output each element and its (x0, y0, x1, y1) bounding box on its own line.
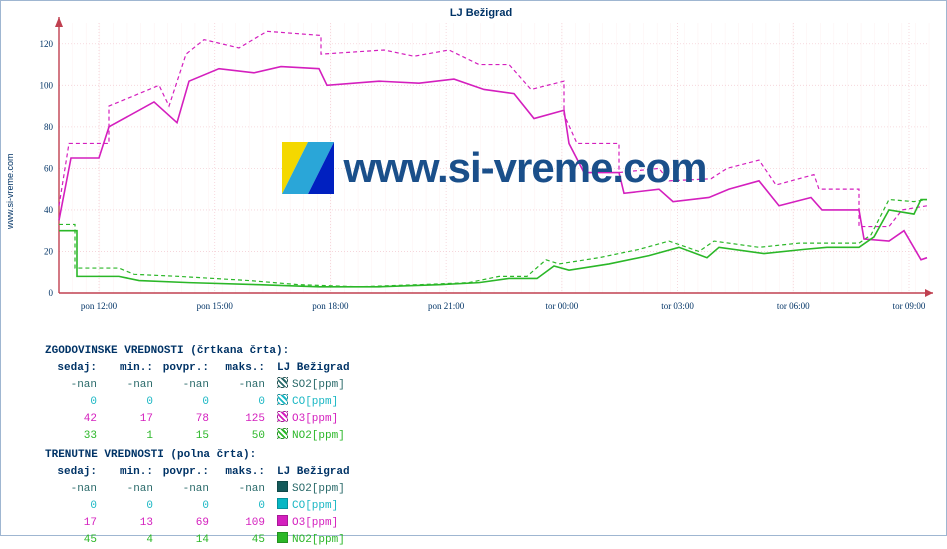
swatch-icon (277, 377, 288, 388)
stat-cell: 0 (213, 498, 269, 515)
chart-area: LJ Bežigrad pon 12:00pon 15:00pon 18:00p… (23, 7, 939, 325)
stat-cell: -nan (101, 481, 157, 498)
svg-text:pon 18:00: pon 18:00 (312, 301, 349, 311)
stat-cell: -nan (213, 377, 269, 394)
stat-cell: 14 (157, 532, 213, 549)
stats-block: ZGODOVINSKE VREDNOSTI (črtkana črta): se… (45, 343, 545, 549)
series-label: SO2[ppm] (269, 481, 354, 498)
curr-columns-row: sedaj: min.: povpr.: maks.: LJ Bežigrad (45, 464, 354, 481)
stat-cell: 17 (101, 411, 157, 428)
series-label: NO2[ppm] (269, 428, 354, 445)
stat-cell: 17 (45, 515, 101, 532)
stat-cell: 0 (213, 394, 269, 411)
swatch-icon (277, 498, 288, 509)
table-row: 0000CO[ppm] (45, 394, 354, 411)
swatch-icon (277, 532, 288, 543)
stat-cell: 45 (213, 532, 269, 549)
col-location: LJ Bežigrad (269, 360, 354, 377)
series-label: SO2[ppm] (269, 377, 354, 394)
curr-table: sedaj: min.: povpr.: maks.: LJ Bežigrad … (45, 464, 354, 549)
stat-cell: 33 (45, 428, 101, 445)
stat-cell: 45 (45, 532, 101, 549)
stat-cell: 78 (157, 411, 213, 428)
stat-cell: 13 (101, 515, 157, 532)
stat-cell: -nan (157, 377, 213, 394)
hist-header: ZGODOVINSKE VREDNOSTI (črtkana črta): (45, 343, 545, 360)
series-label: CO[ppm] (269, 394, 354, 411)
hist-table: sedaj: min.: povpr.: maks.: LJ Bežigrad … (45, 360, 354, 445)
svg-text:0: 0 (49, 288, 54, 298)
stat-cell: -nan (101, 377, 157, 394)
svg-text:100: 100 (40, 80, 54, 90)
chart-title: LJ Bežigrad (23, 7, 939, 23)
swatch-icon (277, 428, 288, 439)
stat-cell: 0 (45, 498, 101, 515)
stat-cell: 42 (45, 411, 101, 428)
svg-text:pon 21:00: pon 21:00 (428, 301, 465, 311)
table-row: 171369109O3[ppm] (45, 515, 354, 532)
stat-cell: 15 (157, 428, 213, 445)
stat-cell: 0 (157, 394, 213, 411)
stat-cell: -nan (45, 377, 101, 394)
table-row: 0000CO[ppm] (45, 498, 354, 515)
stat-cell: 0 (157, 498, 213, 515)
table-row: -nan-nan-nan-nanSO2[ppm] (45, 377, 354, 394)
stat-cell: 4 (101, 532, 157, 549)
stat-cell: -nan (213, 481, 269, 498)
col-min: min.: (101, 464, 157, 481)
series-label: O3[ppm] (269, 411, 354, 428)
table-row: 421778125O3[ppm] (45, 411, 354, 428)
stat-cell: 0 (45, 394, 101, 411)
svg-text:120: 120 (40, 39, 54, 49)
series-label: O3[ppm] (269, 515, 354, 532)
table-row: 4541445NO2[ppm] (45, 532, 354, 549)
line-chart-svg: pon 12:00 pon 15:00 pon 18:00 pon 21:00 tor … (59, 23, 929, 323)
stat-cell: 69 (157, 515, 213, 532)
svg-text:60: 60 (44, 163, 54, 173)
col-povpr: povpr.: (157, 464, 213, 481)
svg-text:80: 80 (44, 122, 54, 132)
stat-cell: 0 (101, 498, 157, 515)
svg-text:tor 09:00: tor 09:00 (893, 301, 926, 311)
col-sedaj: sedaj: (45, 464, 101, 481)
col-location: LJ Bežigrad (269, 464, 354, 481)
col-min: min.: (101, 360, 157, 377)
swatch-icon (277, 411, 288, 422)
svg-text:20: 20 (44, 246, 54, 256)
col-maks: maks.: (213, 360, 269, 377)
stat-cell: 125 (213, 411, 269, 428)
col-maks: maks.: (213, 464, 269, 481)
stat-cell: 1 (101, 428, 157, 445)
svg-text:40: 40 (44, 205, 54, 215)
col-povpr: povpr.: (157, 360, 213, 377)
swatch-icon (277, 394, 288, 405)
table-row: -nan-nan-nan-nanSO2[ppm] (45, 481, 354, 498)
svg-text:pon 15:00: pon 15:00 (197, 301, 234, 311)
stat-cell: -nan (157, 481, 213, 498)
vertical-site-label: www.si-vreme.com (5, 131, 17, 251)
swatch-icon (277, 515, 288, 526)
col-sedaj: sedaj: (45, 360, 101, 377)
svg-text:pon 12:00: pon 12:00 (81, 301, 118, 311)
svg-text:tor 03:00: tor 03:00 (661, 301, 694, 311)
stat-cell: 0 (101, 394, 157, 411)
table-row: 3311550NO2[ppm] (45, 428, 354, 445)
stat-cell: -nan (45, 481, 101, 498)
series-label: NO2[ppm] (269, 532, 354, 549)
svg-text:tor 00:00: tor 00:00 (545, 301, 578, 311)
stat-cell: 50 (213, 428, 269, 445)
series-label: CO[ppm] (269, 498, 354, 515)
curr-header: TRENUTNE VREDNOSTI (polna črta): (45, 447, 545, 464)
swatch-icon (277, 481, 288, 492)
hist-columns-row: sedaj: min.: povpr.: maks.: LJ Bežigrad (45, 360, 354, 377)
plot-box: pon 12:00 pon 15:00 pon 18:00 pon 21:00 tor … (59, 23, 929, 313)
svg-text:tor 06:00: tor 06:00 (777, 301, 810, 311)
stat-cell: 109 (213, 515, 269, 532)
